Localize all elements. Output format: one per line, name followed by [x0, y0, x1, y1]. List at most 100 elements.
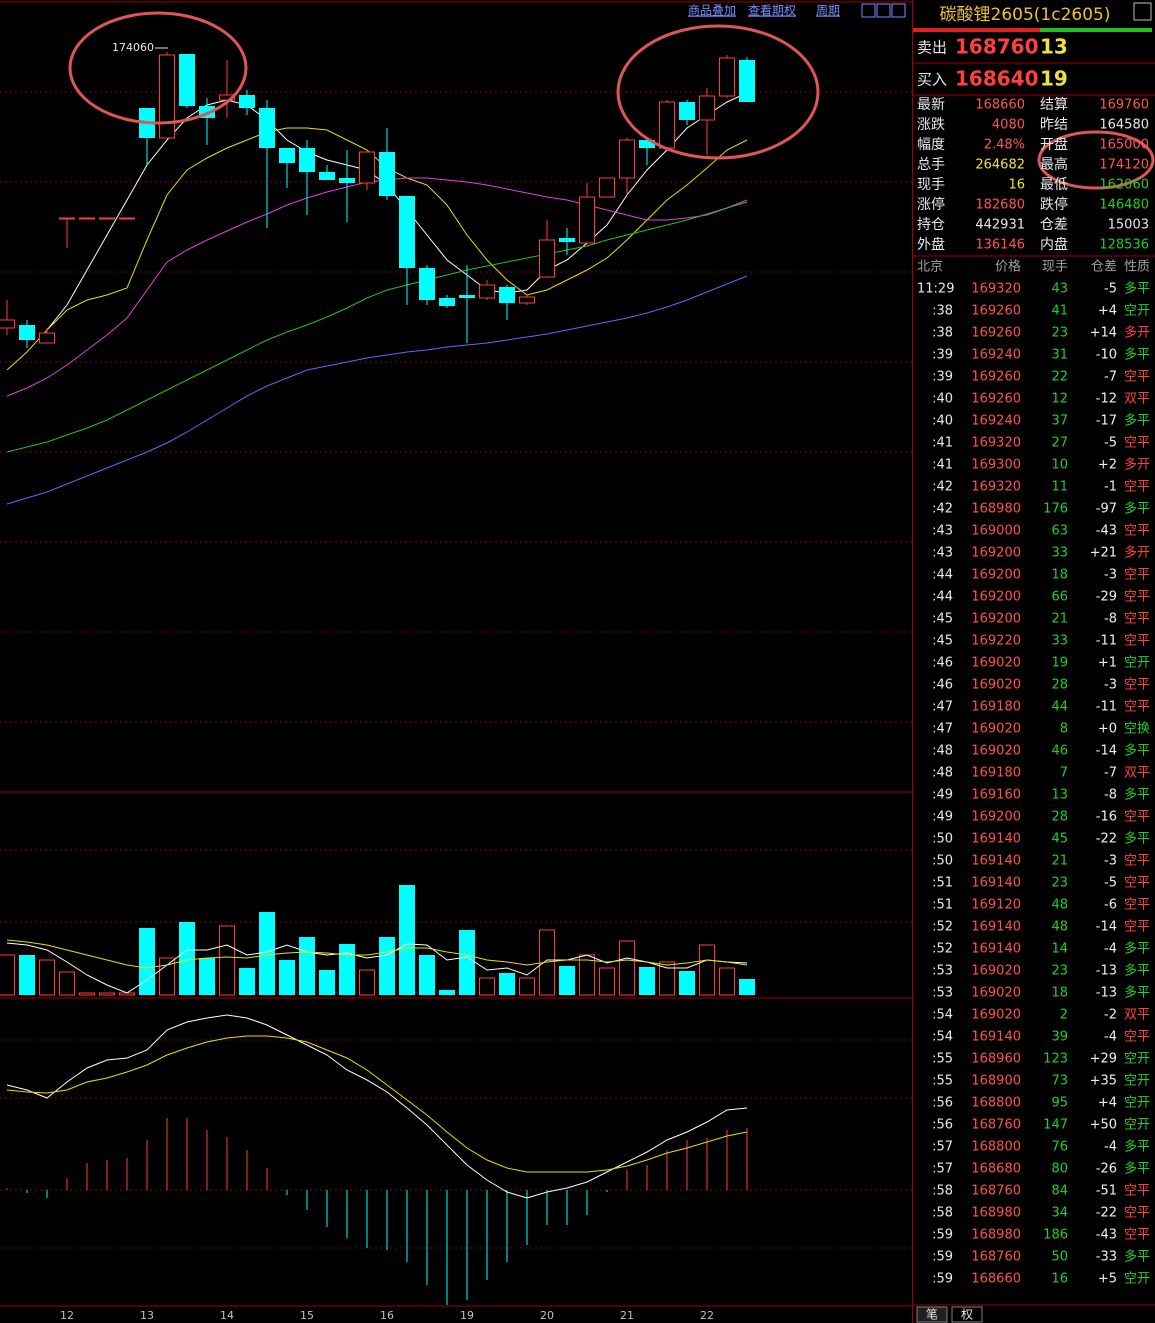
highlight-circle: [1037, 130, 1155, 190]
tick-oi-change: -4: [1104, 1140, 1117, 1155]
tick-side: 空平: [1124, 898, 1150, 913]
tick-volume: 46: [1051, 744, 1068, 759]
tick-volume: 8: [1060, 722, 1068, 737]
stat-value: 182680: [975, 198, 1025, 213]
x-tick-label: 21: [620, 1309, 634, 1322]
candle-body: [599, 177, 615, 198]
tick-time: :45: [932, 634, 953, 649]
toolbar-button[interactable]: 查看期权: [748, 4, 796, 18]
tick-price: 169200: [971, 590, 1021, 605]
tick-side: 空平: [1124, 1184, 1150, 1199]
volume-bar: [79, 992, 95, 996]
x-tick-label: 22: [700, 1309, 714, 1322]
candle-body: [99, 217, 115, 220]
panel-button[interactable]: [1133, 2, 1152, 21]
volume-bar: [419, 955, 435, 995]
tick-volume: 18: [1051, 986, 1068, 1001]
tick-price: 169200: [971, 612, 1021, 627]
tick-oi-change: -22: [1096, 832, 1117, 847]
candle-body: [639, 140, 655, 148]
tick-oi-change: +0: [1098, 722, 1117, 737]
moving-average: [46, 92, 748, 331]
tick-oi-change: -26: [1096, 1162, 1117, 1177]
tab[interactable]: [951, 1306, 983, 1323]
tick-oi-change: -3: [1104, 854, 1117, 869]
tick-price: 168660: [971, 1272, 1021, 1287]
candle-body: [339, 178, 355, 183]
tick-oi-change: -51: [1096, 1184, 1117, 1199]
tick-price: 169320: [971, 480, 1021, 495]
tick-volume: 80: [1051, 1162, 1068, 1177]
tick-price: 169240: [971, 414, 1021, 429]
candle-body: [519, 296, 535, 304]
tick-oi-change: -29: [1096, 590, 1117, 605]
nav-button[interactable]: [891, 3, 906, 18]
stat-value: 169760: [1099, 98, 1149, 113]
candle-body: [39, 332, 55, 344]
tick-side: 空平: [1124, 854, 1150, 869]
tick-time: :49: [932, 810, 953, 825]
tick-price: 169020: [971, 986, 1021, 1001]
tick-oi-change: -5: [1104, 436, 1117, 451]
tick-time: :43: [932, 546, 953, 561]
tick-time: 11:29: [917, 282, 954, 297]
tick-volume: 39: [1051, 1030, 1068, 1045]
tick-side: 空开: [1124, 1272, 1150, 1287]
tick-price: 168800: [971, 1096, 1021, 1111]
volume-bar: [239, 968, 255, 995]
tick-price: 169140: [971, 1030, 1021, 1045]
tick-time: :54: [932, 1030, 953, 1045]
tick-volume: 7: [1060, 766, 1068, 781]
stat-value: 164580: [1099, 118, 1149, 133]
volume-bar: [159, 957, 175, 996]
tick-price: 169120: [971, 898, 1021, 913]
tick-side: 多平: [1124, 1249, 1150, 1265]
tick-volume: 37: [1051, 414, 1068, 429]
tab[interactable]: [916, 1306, 948, 1323]
tick-oi-change: +4: [1098, 304, 1117, 319]
tick-oi-change: -43: [1096, 524, 1117, 539]
tick-time: :41: [932, 436, 953, 451]
candle-body: [59, 217, 75, 220]
book-price: 168640: [955, 67, 1039, 91]
tick-oi-change: -11: [1096, 700, 1117, 715]
tick-side: 空平: [1124, 810, 1150, 825]
candle-body: [719, 57, 735, 97]
toolbar-button[interactable]: 商品叠加: [688, 3, 736, 18]
stat-value: 136146: [975, 238, 1025, 253]
candle-body: [659, 101, 675, 149]
tick-time: :55: [932, 1052, 953, 1067]
tick-volume: 12: [1051, 392, 1068, 407]
candle-body: [359, 151, 375, 184]
tick-volume: 48: [1051, 898, 1068, 913]
nav-button[interactable]: [861, 3, 876, 18]
stat-label: 跌停: [1040, 196, 1068, 213]
tick-price: 168680: [971, 1162, 1021, 1177]
tick-oi-change: -2: [1104, 1008, 1117, 1023]
candle-body: [499, 287, 515, 303]
candle-body: [219, 94, 235, 101]
stat-label: 内盘: [1040, 236, 1068, 253]
tick-time: :58: [932, 1184, 953, 1199]
stat-label: 最高: [1040, 156, 1068, 173]
tick-price: 168800: [971, 1140, 1021, 1155]
volume-bar: [279, 960, 295, 995]
tick-oi-change: -12: [1096, 392, 1117, 407]
column-header: 现手: [1042, 260, 1068, 275]
candle-body: [239, 95, 255, 108]
volume-bar: [259, 912, 275, 995]
tick-oi-change: -7: [1104, 370, 1117, 385]
tick-oi-change: +4: [1098, 1096, 1117, 1111]
toolbar-button[interactable]: 周期: [816, 4, 840, 18]
volume-bar: [719, 967, 735, 996]
tick-side: 多平: [1124, 501, 1150, 517]
tick-side: 空开: [1124, 656, 1150, 671]
tick-volume: 19: [1051, 656, 1068, 671]
tick-side: 空平: [1124, 590, 1150, 605]
moving-average: [6, 201, 748, 453]
nav-button[interactable]: [876, 3, 891, 18]
tick-volume: 123: [1043, 1052, 1068, 1067]
candle-body: [179, 54, 195, 106]
